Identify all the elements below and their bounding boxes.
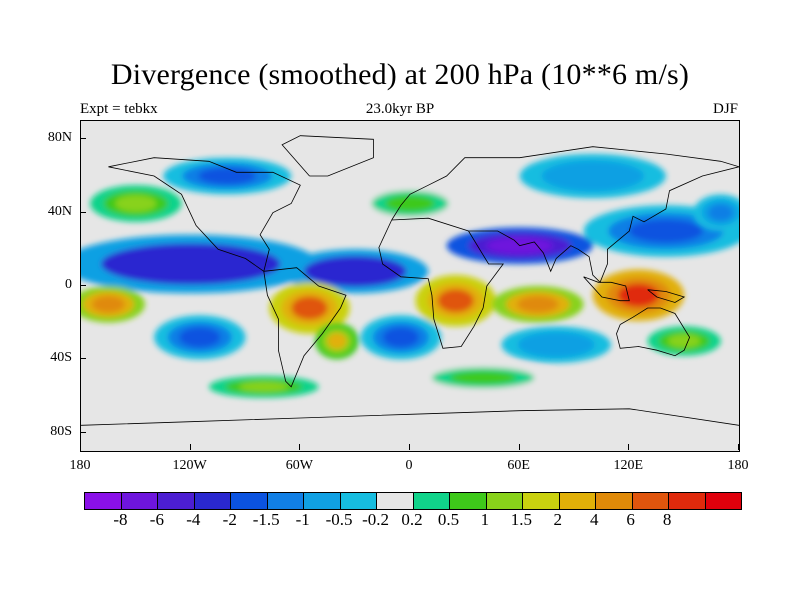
- divergence-contour: [667, 334, 701, 348]
- coastline: [647, 289, 686, 303]
- colorbar-swatch: [705, 493, 741, 509]
- coastline: [108, 157, 301, 272]
- colorbar-swatch: [304, 493, 341, 509]
- colorbar-label: 1.5: [510, 510, 532, 529]
- coastlines: [81, 135, 739, 426]
- divergence-contour: [517, 296, 559, 313]
- longitude-tick: [80, 444, 81, 450]
- divergence-map: [80, 120, 740, 452]
- divergence-contour: [92, 296, 125, 313]
- divergence-contour: [531, 336, 581, 353]
- longitude-tick: [189, 444, 191, 450]
- divergence-contour: [382, 327, 419, 348]
- divergence-contour: [450, 371, 516, 385]
- latitude-label: 80N: [47, 130, 72, 146]
- longitude-tick: [738, 444, 739, 450]
- colorbar-swatch: [596, 493, 633, 509]
- colorbar-swatch: [121, 493, 158, 509]
- colorbar-label: 6: [626, 510, 635, 529]
- divergence-contour: [133, 250, 249, 278]
- latitude-label: 80S: [50, 423, 72, 439]
- longitude-label: 180: [69, 458, 91, 473]
- latitude-tick: [80, 211, 86, 213]
- longitude-tick: [299, 444, 301, 450]
- latitude-label: 0: [65, 277, 72, 292]
- coastline: [468, 166, 739, 284]
- latitude-label: 40S: [50, 350, 72, 366]
- divergence-contour: [327, 332, 347, 350]
- colorbar-swatch: [632, 493, 669, 509]
- latitude-label: 40N: [47, 203, 72, 219]
- colorbar-swatch: [523, 493, 560, 509]
- latitude-tick: [80, 285, 86, 286]
- divergence-contour: [115, 195, 157, 212]
- coastline: [583, 276, 630, 302]
- divergence-contour: [628, 219, 703, 243]
- colorbar-label: 4: [589, 510, 599, 529]
- coastline: [616, 307, 691, 357]
- colorbar-label: -4: [186, 510, 201, 529]
- colorbar-swatch: [413, 493, 450, 509]
- colorbar-swatch: [340, 493, 377, 509]
- colorbar-swatch: [559, 493, 596, 509]
- longitude-label: 120W: [172, 458, 207, 473]
- colorbar-label: -0.2: [362, 510, 390, 529]
- latitude-tick: [80, 138, 86, 140]
- coastline: [263, 267, 347, 388]
- colorbar-swatch: [377, 493, 414, 509]
- colorbar-label: 1: [480, 510, 490, 529]
- map-title: Divergence (smoothed) at 200 hPa (10**6 …: [110, 58, 690, 91]
- colorbar-label: -0.5: [325, 510, 353, 529]
- season-label: DJF: [712, 101, 738, 117]
- coastline: [391, 146, 739, 221]
- longitude-label: 120E: [613, 458, 644, 473]
- longitude-label: 0: [405, 458, 413, 473]
- longitude-label: 180: [727, 458, 749, 473]
- longitude-label: 60W: [285, 458, 313, 473]
- colorbar-label: 8: [662, 510, 672, 529]
- divergence-contour: [617, 283, 660, 307]
- colorbar-swatch: [85, 493, 122, 509]
- period-label: 23.0kyr BP: [365, 101, 435, 117]
- map-canvas: [81, 135, 739, 426]
- experiment-label: Expt = tebkx: [80, 101, 158, 117]
- colorbar-swatch: [450, 493, 487, 509]
- colorbar-swatch: [231, 493, 268, 509]
- colorbar-label: 0.2: [401, 510, 423, 529]
- divergence-contour: [708, 204, 733, 221]
- colorbar-swatch: [158, 493, 195, 509]
- divergence-contour: [385, 195, 435, 212]
- colorbar-label: -1.5: [252, 510, 280, 529]
- divergence-contour: [198, 167, 256, 185]
- latitude-tick: [80, 431, 86, 433]
- colorbar-label: 0.5: [437, 510, 460, 529]
- colorbar-swatch: [194, 493, 231, 509]
- latitude-tick: [80, 358, 86, 360]
- colorbar: [84, 492, 742, 510]
- divergence-contour: [179, 327, 221, 348]
- divergence-contour: [437, 289, 474, 313]
- longitude-tick: [628, 444, 630, 450]
- coastline: [81, 408, 739, 426]
- coastline: [378, 217, 504, 349]
- colorbar-label: -6: [149, 510, 164, 529]
- coastline: [281, 135, 374, 177]
- longitude-tick: [518, 444, 520, 450]
- divergence-contour: [322, 261, 389, 282]
- colorbar-swatch: [669, 493, 706, 509]
- divergence-contour: [291, 296, 328, 320]
- colorbar-label: -8: [113, 510, 128, 529]
- colorbar-label: 2: [553, 510, 563, 529]
- longitude-label: 60E: [507, 458, 530, 473]
- divergence-contour: [559, 166, 626, 186]
- longitude-tick: [409, 444, 410, 450]
- colorbar-label: -2: [222, 510, 237, 529]
- colorbar-swatch: [486, 493, 523, 509]
- colorbar-swatch: [267, 493, 304, 509]
- colorbar-label: -1: [295, 510, 310, 529]
- divergence-contour: [239, 381, 289, 392]
